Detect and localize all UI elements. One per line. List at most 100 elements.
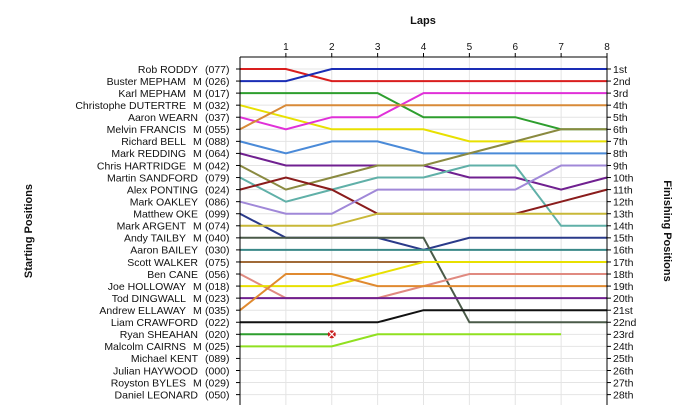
driver-name-label: Michael KENT xyxy=(131,353,199,365)
driver-class-label: M xyxy=(193,136,202,148)
driver-name-label: Joe HOLLOWAY xyxy=(108,281,186,293)
finish-position-label: 25th xyxy=(613,353,634,365)
finish-position-label: 9th xyxy=(613,160,628,172)
series-line-5 xyxy=(239,92,607,131)
driver-name-label: Malcolm CAIRNS xyxy=(104,341,186,353)
series-line-19 xyxy=(240,261,607,288)
series-line-22 xyxy=(240,309,607,324)
finish-position-label: 26th xyxy=(613,365,634,377)
finish-position-label: 23rd xyxy=(613,329,634,341)
driver-name-label: Andrew ELLAWAY xyxy=(99,305,186,317)
series-line-2 xyxy=(240,68,607,83)
driver-name-label: Ryan SHEAHAN xyxy=(120,329,198,341)
finish-position-label: 3rd xyxy=(613,88,628,100)
lap-tick-label: 1 xyxy=(283,42,289,53)
driver-number-label: (023) xyxy=(205,293,230,305)
finish-position-label: 20th xyxy=(613,293,634,305)
driver-name-label: Alex PONTING xyxy=(127,184,198,196)
series-line-9 xyxy=(239,128,607,191)
labels: 1 2 3 4 5 6 7 8 Laps Starting Positions Finishing … xyxy=(23,15,673,401)
driver-name-label: Royston BYLES xyxy=(111,377,186,389)
finish-position-label: 16th xyxy=(613,245,634,257)
driver-name-label: Melvin FRANCIS xyxy=(107,124,186,136)
lap-tick-label: 3 xyxy=(375,42,381,53)
driver-number-label: (086) xyxy=(205,196,230,208)
right-axis-label: Finishing Positions xyxy=(661,180,673,281)
driver-number-label: (037) xyxy=(205,112,230,124)
driver-number-label: (064) xyxy=(205,148,230,160)
finish-position-label: 10th xyxy=(613,172,634,184)
driver-name-label: Buster MEPHAM xyxy=(107,76,186,88)
driver-class-label: M xyxy=(193,233,202,245)
series-line-21 xyxy=(239,273,607,311)
driver-name-label: Rob RODDY xyxy=(138,64,198,76)
driver-name-label: Aaron WEARN xyxy=(128,112,198,124)
driver-number-label: (089) xyxy=(205,353,230,365)
driver-number-label: (042) xyxy=(205,160,230,172)
driver-number-label: (000) xyxy=(205,365,230,377)
driver-number-label: (040) xyxy=(205,233,230,245)
lap-tick-label: 7 xyxy=(558,42,564,53)
driver-number-label: (055) xyxy=(205,124,230,136)
driver-class-label: M xyxy=(193,76,202,88)
driver-class-label: M xyxy=(193,221,202,233)
series-line-3 xyxy=(240,92,607,131)
driver-class-label: M xyxy=(193,305,202,317)
driver-name-label: Matthew OKE xyxy=(133,209,198,221)
driver-name-label: Julian HAYWOOD xyxy=(113,365,198,377)
finish-position-label: 14th xyxy=(613,221,634,233)
lap-tick-label: 2 xyxy=(329,42,335,53)
series-line-15 xyxy=(240,236,607,324)
driver-name-label: Mark OAKLEY xyxy=(130,196,198,208)
finish-position-label: 24th xyxy=(613,341,634,353)
finish-position-label: 27th xyxy=(613,377,634,389)
driver-number-label: (032) xyxy=(205,100,230,112)
finish-position-label: 4th xyxy=(613,100,628,112)
driver-class-label: M xyxy=(193,160,202,172)
series-line-12 xyxy=(239,164,607,215)
driver-name-label: Martin SANDFORD xyxy=(107,172,198,184)
driver-class-label: M xyxy=(193,148,202,160)
x-axis-label: Laps xyxy=(410,15,436,27)
finish-position-label: 5th xyxy=(613,112,628,124)
driver-number-label: (025) xyxy=(205,341,230,353)
driver-class-label: M xyxy=(193,124,202,136)
driver-number-label: (030) xyxy=(205,245,230,257)
driver-name-label: Mark REDDING xyxy=(111,148,186,160)
finish-position-label: 15th xyxy=(613,233,634,245)
lap-tick-label: 8 xyxy=(604,42,610,53)
driver-number-label: (026) xyxy=(205,76,230,88)
driver-number-label: (022) xyxy=(205,317,230,329)
finish-position-label: 12th xyxy=(613,196,634,208)
finish-position-label: 7th xyxy=(613,136,628,148)
finish-position-label: 18th xyxy=(613,269,634,281)
driver-name-label: Ben CANE xyxy=(147,269,198,281)
driver-class-label: M xyxy=(193,341,202,353)
retired-marker-cross xyxy=(328,330,336,338)
driver-number-label: (029) xyxy=(205,377,230,389)
driver-name-label: Mark ARGENT xyxy=(117,221,187,233)
series-line-1 xyxy=(240,68,607,83)
series-line-14 xyxy=(240,212,607,227)
finish-position-label: 21st xyxy=(613,305,633,317)
finish-position-label: 6th xyxy=(613,124,628,136)
driver-number-label: (035) xyxy=(205,305,230,317)
driver-number-label: (079) xyxy=(205,172,230,184)
driver-name-label: Tod DINGWALL xyxy=(112,293,186,305)
finish-position-label: 17th xyxy=(613,257,634,269)
finish-position-label: 11th xyxy=(613,184,633,196)
driver-class-label: M xyxy=(193,377,202,389)
lap-tick-label: 5 xyxy=(467,42,473,53)
driver-name-label: Karl MEPHAM xyxy=(118,88,186,100)
series-line-24 xyxy=(240,333,562,348)
driver-number-label: (024) xyxy=(205,184,230,196)
left-axis-label: Starting Positions xyxy=(23,184,35,278)
finish-position-label: 19th xyxy=(613,281,634,293)
driver-name-label: Liam CRAWFORD xyxy=(111,317,199,329)
driver-number-label: (077) xyxy=(205,64,230,76)
driver-name-label: Richard BELL xyxy=(121,136,186,148)
driver-class-label: M xyxy=(193,293,202,305)
driver-name-label: Christophe DUTERTRE xyxy=(75,100,186,112)
driver-name-label: Andy TAILBY xyxy=(124,233,186,245)
